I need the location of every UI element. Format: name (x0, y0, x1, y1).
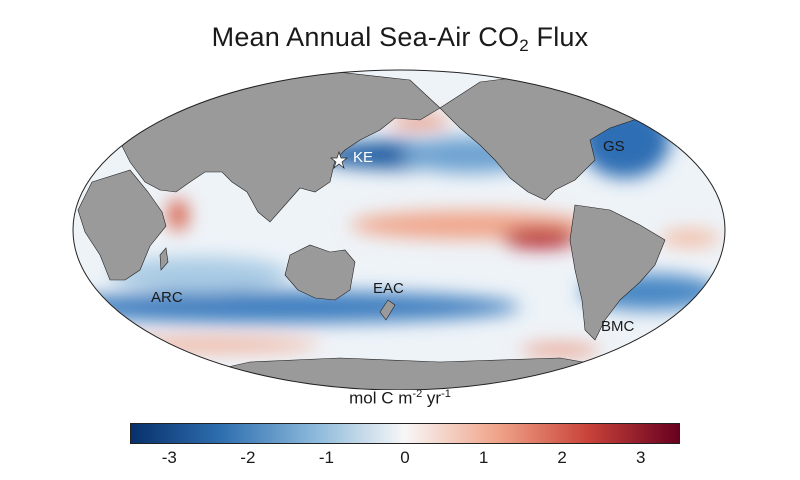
colorbar-tick-label: 3 (635, 448, 646, 467)
region-label-eac: EAC (373, 280, 404, 297)
colorbar-tick-label: -2 (240, 448, 256, 467)
colorbar-tick-label: -1 (318, 448, 334, 467)
colorbar (130, 423, 680, 444)
flux-field (73, 70, 720, 390)
land-madagascar (159, 247, 169, 271)
flux-southern-ocean-sink (73, 291, 520, 323)
colorbar-tick-label: 1 (478, 448, 489, 467)
region-label-gs: GS (603, 138, 625, 155)
land-africa (77, 169, 167, 281)
colorbar-tick-label: -3 (161, 448, 177, 467)
map-frame (72, 69, 726, 390)
colorbar-tick-label: 2 (557, 448, 567, 467)
world-flux-map: KE GS ARC EAC BMC (72, 69, 726, 390)
land-australia (284, 244, 356, 301)
colorbar-tick-label: 0 (400, 448, 410, 467)
map-title: Mean Annual Sea-Air CO2 Flux (211, 22, 589, 55)
colorbar-unit-label: mol C m-2 yr-1 (349, 388, 451, 408)
flux-southern-source-band (100, 339, 320, 351)
land-new-zealand (379, 299, 396, 321)
flux-arabian-sea-source (168, 199, 188, 231)
flux-east-pacific-source (502, 228, 578, 248)
region-label-ke: KE (353, 149, 373, 166)
flux-tropical-atlantic-source (660, 230, 720, 246)
land-asia-europe (109, 70, 441, 223)
region-label-bmc: BMC (601, 318, 635, 335)
region-label-arc: ARC (151, 289, 183, 306)
flux-south-indian-sink (110, 257, 290, 293)
star-marker-icon (330, 150, 348, 170)
land-south-america (569, 204, 666, 341)
flux-drake-source (520, 345, 600, 355)
